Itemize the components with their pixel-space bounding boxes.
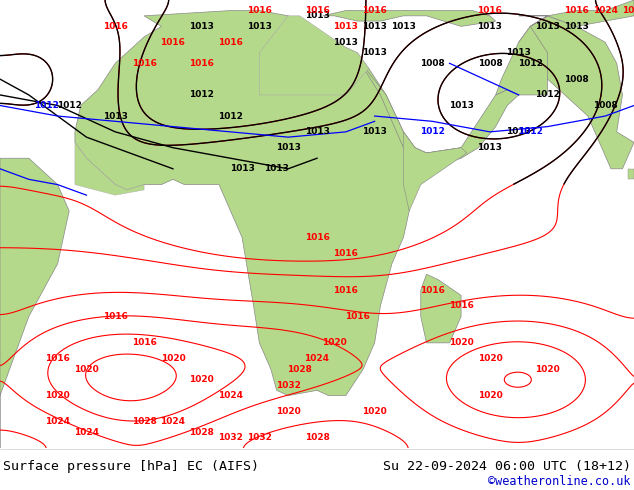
Text: 1013: 1013: [304, 11, 330, 20]
Text: 1016: 1016: [304, 6, 330, 15]
Text: 1020: 1020: [477, 391, 502, 400]
Text: 1024: 1024: [218, 391, 243, 400]
Polygon shape: [519, 16, 634, 169]
Text: 1020: 1020: [535, 365, 560, 374]
Text: 1020: 1020: [45, 391, 70, 400]
Text: 1012: 1012: [518, 59, 543, 68]
Text: 1013: 1013: [535, 22, 560, 31]
Text: Surface pressure [hPa] EC (AIFS): Surface pressure [hPa] EC (AIFS): [3, 460, 259, 473]
Text: 1016: 1016: [362, 6, 387, 15]
Polygon shape: [628, 169, 634, 179]
Text: 1024: 1024: [74, 428, 99, 437]
Polygon shape: [421, 274, 461, 343]
Text: 1013: 1013: [507, 48, 531, 57]
Text: 1016: 1016: [132, 339, 157, 347]
Text: 1008: 1008: [564, 74, 589, 84]
Text: 1013: 1013: [103, 112, 127, 121]
Text: 1013: 1013: [190, 22, 214, 31]
Text: 1020: 1020: [362, 407, 387, 416]
Text: 1013: 1013: [333, 22, 358, 31]
Text: 1012: 1012: [218, 112, 243, 121]
Text: 1020: 1020: [74, 365, 99, 374]
Polygon shape: [496, 0, 634, 95]
Text: 1016: 1016: [333, 286, 358, 294]
Text: 1028: 1028: [132, 417, 157, 426]
Text: 1016: 1016: [449, 301, 474, 311]
Text: 1020: 1020: [477, 354, 502, 363]
Text: 1016: 1016: [345, 312, 370, 321]
Text: 1013: 1013: [247, 22, 272, 31]
Text: 1013: 1013: [362, 22, 387, 31]
Text: 1032: 1032: [218, 433, 243, 442]
Text: 1028: 1028: [304, 433, 330, 442]
Text: 1013: 1013: [449, 101, 474, 110]
Text: Su 22-09-2024 06:00 UTC (18+12): Su 22-09-2024 06:00 UTC (18+12): [383, 460, 631, 473]
Polygon shape: [358, 58, 519, 169]
Text: 1016: 1016: [304, 233, 330, 242]
Text: 1013: 1013: [391, 22, 416, 31]
Text: 1012: 1012: [518, 127, 543, 136]
Text: 1013: 1013: [362, 48, 387, 57]
Text: 1013: 1013: [564, 22, 589, 31]
Text: 1013: 1013: [304, 127, 330, 136]
Text: 1016: 1016: [103, 22, 127, 31]
Text: 1008: 1008: [593, 101, 618, 110]
Polygon shape: [75, 143, 144, 195]
Text: 1012: 1012: [535, 91, 560, 99]
Text: 1016: 1016: [103, 312, 127, 321]
Text: 1028: 1028: [190, 428, 214, 437]
Text: 1012: 1012: [34, 101, 58, 110]
Text: 1013: 1013: [477, 143, 502, 152]
Text: 1013: 1013: [507, 127, 531, 136]
Text: ©weatheronline.co.uk: ©weatheronline.co.uk: [488, 475, 631, 488]
Polygon shape: [0, 158, 69, 448]
Text: 1016: 1016: [160, 38, 185, 47]
Text: 1024: 1024: [45, 417, 70, 426]
Text: 1024: 1024: [304, 354, 330, 363]
Text: 1008: 1008: [420, 59, 444, 68]
Text: 1024: 1024: [160, 417, 185, 426]
Text: 1016: 1016: [190, 59, 214, 68]
Text: 1016: 1016: [247, 6, 272, 15]
Text: 1016: 1016: [45, 354, 70, 363]
Polygon shape: [403, 132, 467, 211]
Text: 1013: 1013: [477, 22, 502, 31]
Text: 1012: 1012: [190, 91, 214, 99]
Text: 1024: 1024: [593, 6, 618, 15]
Text: 1016: 1016: [420, 286, 444, 294]
Text: 1020: 1020: [322, 339, 347, 347]
Text: 1013: 1013: [230, 164, 254, 173]
Text: 1008: 1008: [477, 59, 502, 68]
Text: 1012: 1012: [56, 101, 82, 110]
Text: 1013: 1013: [276, 143, 301, 152]
Polygon shape: [75, 11, 461, 395]
Polygon shape: [323, 11, 496, 26]
Text: 1013: 1013: [264, 164, 289, 173]
Text: 1013: 1013: [621, 6, 634, 15]
Text: 1013: 1013: [333, 38, 358, 47]
Text: 1016: 1016: [477, 6, 502, 15]
Text: 1032: 1032: [247, 433, 272, 442]
Text: 1020: 1020: [190, 375, 214, 384]
Text: 1028: 1028: [287, 365, 312, 374]
Text: 1016: 1016: [333, 249, 358, 258]
Text: 1016: 1016: [218, 38, 243, 47]
Text: 1012: 1012: [420, 127, 444, 136]
Text: 1016: 1016: [132, 59, 157, 68]
Text: 1016: 1016: [564, 6, 589, 15]
Polygon shape: [259, 16, 369, 95]
Text: 1020: 1020: [160, 354, 185, 363]
Text: 1013: 1013: [362, 127, 387, 136]
Text: 1020: 1020: [449, 339, 474, 347]
Text: 1020: 1020: [276, 407, 301, 416]
Text: 1032: 1032: [276, 381, 301, 390]
